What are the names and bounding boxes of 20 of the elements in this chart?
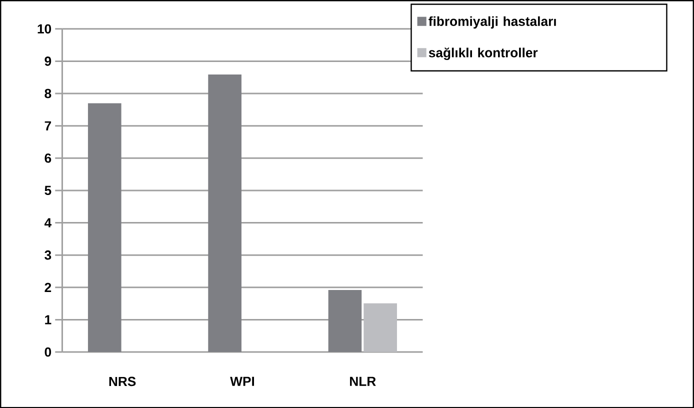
x-tick-label: NLR <box>350 376 376 386</box>
y-tick-label: 2 <box>44 282 52 292</box>
y-tick-label: 6 <box>44 153 52 163</box>
y-tick-label: 1 <box>45 315 52 324</box>
bar <box>364 303 397 352</box>
y-tick-label: 0 <box>44 347 52 357</box>
legend-label: fibromiyalji hastaları <box>428 16 556 28</box>
bar <box>328 290 362 352</box>
y-tick-label: 9 <box>44 56 52 66</box>
y-tick-label: 10 <box>38 24 52 34</box>
y-tick-label: 3 <box>44 250 52 260</box>
y-tick-label: 5 <box>44 186 52 195</box>
x-tick-label: NRS <box>109 376 136 386</box>
y-tick-label: 4 <box>44 218 52 228</box>
bar <box>88 103 122 352</box>
legend-label: sağlıklı kontroller <box>428 47 538 60</box>
bar <box>208 74 242 352</box>
x-tick-label: WPI <box>230 376 254 386</box>
y-tick-label: 7 <box>44 121 52 130</box>
y-tick-label: 8 <box>44 88 52 98</box>
